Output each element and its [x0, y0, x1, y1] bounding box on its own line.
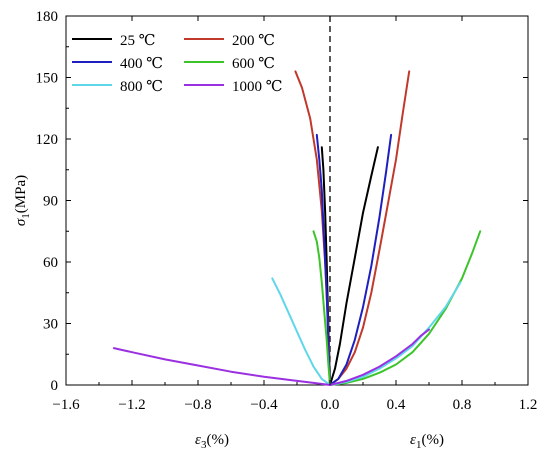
series-layer: [112, 70, 482, 386]
series-line-axial-4: [329, 281, 462, 386]
legend-label: 800 ℃: [120, 79, 163, 95]
y-tick-label: 180: [36, 9, 59, 25]
x-tick-label: 0.8: [453, 397, 472, 413]
series-line-axial-2: [329, 133, 393, 386]
series-line-axial-0: [329, 146, 379, 386]
y-tick-label: 90: [43, 194, 58, 210]
series-line-lateral-2: [315, 133, 331, 386]
y-tick-label: 60: [43, 255, 58, 271]
x-tick-label: −0.8: [184, 397, 211, 413]
series-line-lateral-4: [271, 277, 331, 386]
axis-labels: σ1(MPa) ε3(%) ε1(%): [13, 175, 444, 451]
legend-label: 1000 ℃: [232, 79, 283, 95]
x-tick-label: −1.6: [52, 397, 80, 413]
axes-layer: −1.6 −1.2 −0.8 −0.4 0.0 0.4 0.8 1.2 0 30 60 90 120 15…: [36, 9, 538, 413]
x-axis-label-right: ε1(%): [410, 432, 444, 451]
x-axis-label-left: ε3(%): [195, 432, 229, 451]
legend-label: 400 ℃: [120, 56, 163, 72]
y-tick-label: 30: [43, 317, 58, 333]
x-tick-label: −0.4: [250, 397, 278, 413]
series-line-axial-1: [329, 70, 411, 386]
x-tick-label: 0.4: [387, 397, 406, 413]
legend-label: 600 ℃: [232, 56, 275, 72]
x-tick-label: 0.0: [321, 397, 340, 413]
x-tick-label: −1.2: [118, 397, 145, 413]
legend-label: 25 ℃: [120, 33, 156, 49]
y-tick-label: 0: [51, 378, 59, 394]
legend-label: 200 ℃: [232, 33, 275, 49]
legend: 25 ℃ 200 ℃ 400 ℃ 600 ℃ 800 ℃ 1000 ℃: [72, 33, 283, 95]
x-tick-label: 1.2: [519, 397, 538, 413]
series-line-lateral-5: [112, 347, 331, 386]
y-tick-label: 120: [36, 132, 59, 148]
series-line-axial-3: [329, 230, 482, 386]
y-tick-label: 150: [36, 71, 59, 87]
series-line-axial-5: [329, 328, 430, 386]
series-line-lateral-3: [312, 230, 331, 386]
y-axis-label: σ1(MPa): [13, 175, 32, 226]
